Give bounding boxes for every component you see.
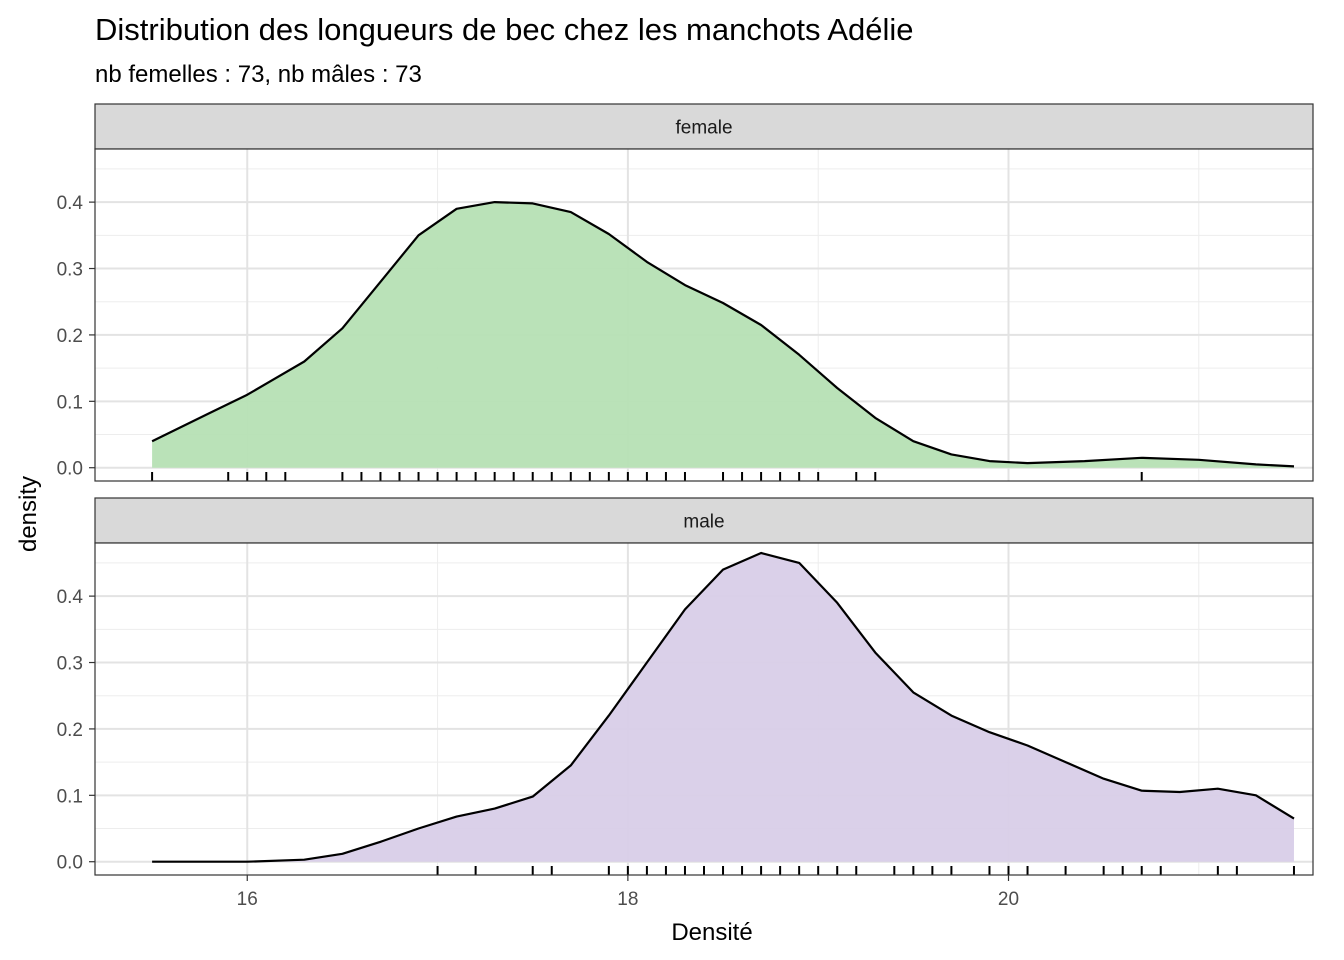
panel-border [94, 148, 1314, 482]
chart-title: Distribution des longueurs de bec chez l… [95, 12, 914, 47]
facet-panels: female 0.0 0.1 0.2 0.3 0.4 male 0.0 0.1 0.2 0.3 0.4 [57, 103, 1314, 876]
y-tick-label: 0.2 [57, 720, 83, 741]
x-axis: 16 18 20 [237, 875, 1019, 910]
y-tick-label: 0.2 [57, 326, 83, 347]
y-tick-label: 0.0 [57, 459, 83, 480]
facet-strip [94, 497, 1314, 544]
density-line-female [151, 201, 1295, 468]
y-axis-label: density [15, 476, 42, 552]
y-tick-label: 0.4 [57, 587, 84, 608]
y-tick-label: 0.1 [57, 392, 83, 413]
x-tick-label: 20 [998, 889, 1019, 910]
density-area-male [152, 553, 1294, 862]
density-area-female [152, 202, 1294, 468]
facet-panel-male: male 0.0 0.1 0.2 0.3 0.4 [57, 497, 1314, 876]
facet-strip-label: female [675, 118, 732, 139]
panel-border [94, 542, 1314, 876]
x-tick-label: 16 [237, 889, 258, 910]
y-tick-label: 0.4 [57, 193, 84, 214]
y-tick-label: 0.3 [57, 654, 83, 675]
y-tick-label: 0.1 [57, 786, 83, 807]
y-tick-label: 0.3 [57, 260, 83, 281]
x-tick-label: 18 [617, 889, 638, 910]
y-tick-label: 0.0 [57, 853, 83, 874]
x-axis-label: Densité [671, 919, 752, 946]
density-line-male [152, 551, 1295, 863]
facet-strip-label: male [683, 512, 724, 533]
facet-strip [94, 103, 1314, 150]
facet-panel-female: female 0.0 0.1 0.2 0.3 0.4 [57, 103, 1314, 482]
chart-subtitle: nb femelles : 73, nb mâles : 73 [95, 61, 422, 88]
